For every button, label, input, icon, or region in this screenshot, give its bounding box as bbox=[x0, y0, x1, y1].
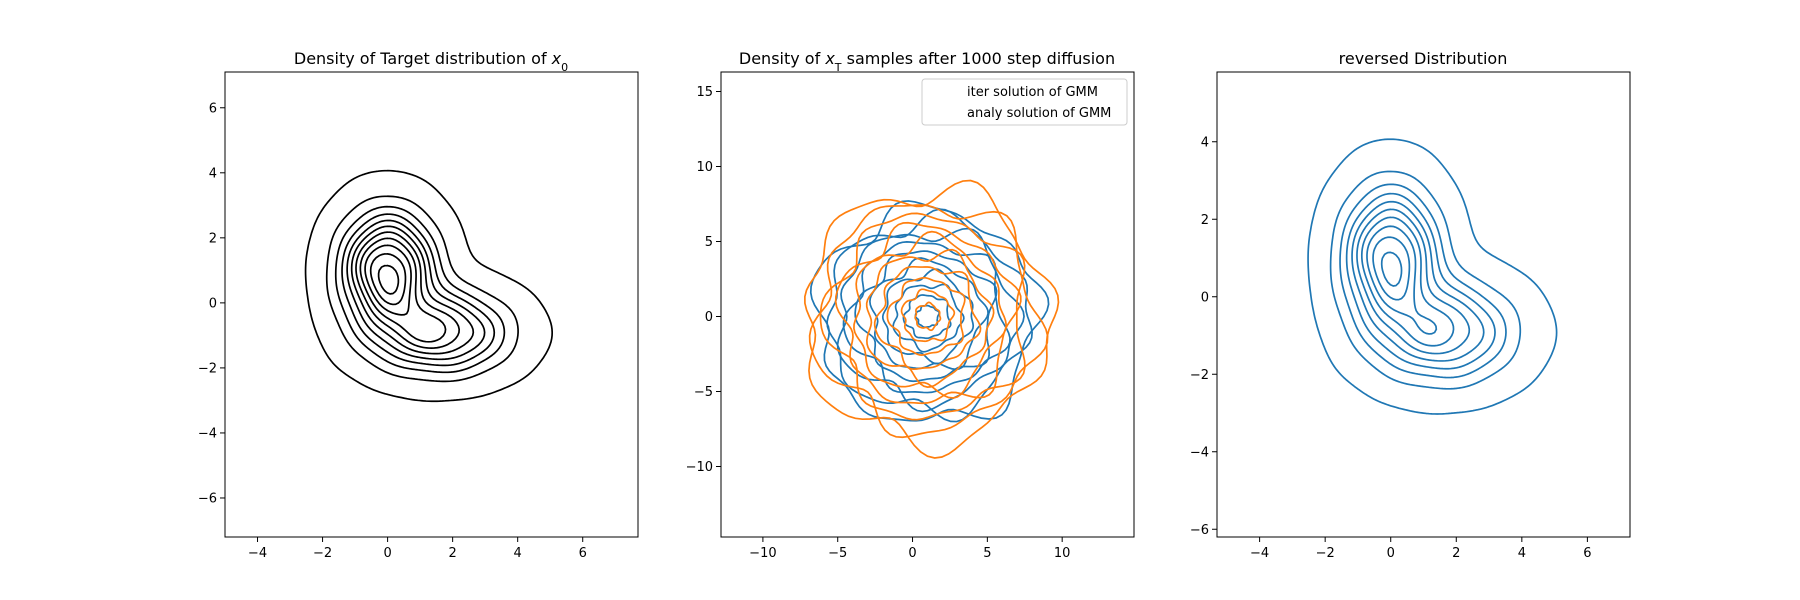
x-tick-label: 4 bbox=[1518, 546, 1526, 561]
contour-line bbox=[1372, 236, 1411, 301]
contour-line-iter bbox=[809, 200, 1050, 422]
x-tick-label: 5 bbox=[983, 546, 991, 561]
x-tick-label: 0 bbox=[908, 546, 916, 561]
x-tick-label: 0 bbox=[383, 546, 391, 561]
panel-1-contours bbox=[304, 169, 554, 403]
y-tick-label: 4 bbox=[1201, 135, 1209, 150]
contour-line-analy bbox=[808, 204, 1049, 439]
contour-line-analy bbox=[804, 179, 1060, 459]
x-tick-label: 2 bbox=[448, 546, 456, 561]
contour-line bbox=[1307, 138, 1558, 415]
contour-line bbox=[325, 195, 519, 383]
y-tick-label: 0 bbox=[1201, 290, 1209, 305]
contour-line bbox=[1356, 208, 1471, 355]
contour-line bbox=[359, 237, 447, 343]
y-tick-label: −6 bbox=[1190, 523, 1209, 538]
y-tick-label: 0 bbox=[705, 310, 713, 325]
contour-line bbox=[346, 219, 486, 361]
contour-line bbox=[369, 253, 407, 306]
panel-1-axes-frame bbox=[224, 71, 639, 538]
panel-2-axes-frame bbox=[720, 71, 1135, 538]
y-tick-label: −5 bbox=[694, 385, 713, 400]
contour-line-analy bbox=[914, 301, 942, 332]
contour-line bbox=[364, 244, 412, 316]
contour-line bbox=[1329, 170, 1522, 390]
y-tick-label: 0 bbox=[209, 296, 217, 311]
panel-1-title: Density of Target distribution of x0 bbox=[294, 49, 568, 74]
y-tick-label: 4 bbox=[209, 166, 217, 181]
contour-line bbox=[1339, 183, 1507, 379]
contour-line bbox=[304, 169, 554, 403]
contour-line-analy bbox=[886, 276, 966, 356]
panel-target-distribution: Density of Target distribution of x0 −4−… bbox=[198, 49, 639, 561]
x-tick-label: −2 bbox=[313, 546, 332, 561]
y-tick-label: −6 bbox=[198, 491, 217, 506]
legend: iter solution of GMM analy solution of G… bbox=[921, 78, 1128, 126]
panel-3-ticks: −4 −2 0 2 4 6 −6 −4 −2 0 2 4 bbox=[1190, 135, 1592, 561]
y-tick-label: −4 bbox=[1190, 445, 1209, 460]
panel-2-ticks: −10 −5 0 5 10 −10 −5 0 5 10 15 bbox=[686, 85, 1071, 561]
panel-diffusion-samples: Density of xT samples after 1000 step di… bbox=[686, 49, 1135, 561]
contour-line bbox=[350, 225, 475, 355]
y-tick-label: 15 bbox=[696, 85, 713, 100]
contour-line-analy bbox=[865, 248, 995, 388]
contour-line bbox=[355, 231, 461, 349]
y-tick-label: 2 bbox=[1201, 213, 1209, 228]
x-tick-label: −5 bbox=[828, 546, 847, 561]
legend-entry-analy: analy solution of GMM bbox=[967, 106, 1111, 121]
panel-2-title: Density of xT samples after 1000 step di… bbox=[739, 49, 1115, 74]
x-tick-label: 6 bbox=[1583, 546, 1591, 561]
y-tick-label: −2 bbox=[198, 361, 217, 376]
x-tick-label: −2 bbox=[1316, 546, 1335, 561]
legend-box bbox=[921, 78, 1128, 126]
legend-entry-iter: iter solution of GMM bbox=[967, 85, 1098, 100]
panel-reversed-distribution: reversed Distribution −4 −2 0 2 4 6 −6 −4 −2 0 2 4 bbox=[1190, 49, 1631, 561]
contour-line bbox=[334, 205, 506, 374]
y-tick-label: 10 bbox=[696, 160, 713, 175]
contour-line-iter bbox=[842, 241, 1011, 394]
contour-line-iter bbox=[881, 268, 975, 365]
panel-1-ticks: −4 −2 0 2 4 6 −6 −4 −2 0 2 4 6 bbox=[198, 101, 587, 561]
x-tick-label: −10 bbox=[749, 546, 776, 561]
contour-line-analy bbox=[834, 221, 1022, 405]
x-tick-label: 2 bbox=[1452, 546, 1460, 561]
contour-line-analy bbox=[853, 230, 1008, 399]
contour-line bbox=[1366, 225, 1438, 335]
panel-2-contours bbox=[804, 179, 1060, 459]
x-tick-label: 6 bbox=[579, 546, 587, 561]
contour-line bbox=[341, 213, 496, 367]
y-tick-label: −2 bbox=[1190, 368, 1209, 383]
contour-line bbox=[377, 264, 400, 295]
y-tick-label: 2 bbox=[209, 231, 217, 246]
x-tick-label: −4 bbox=[1250, 546, 1269, 561]
contour-line bbox=[1345, 192, 1496, 370]
contour-line bbox=[1380, 251, 1403, 287]
x-tick-label: 4 bbox=[514, 546, 522, 561]
panel-3-contours bbox=[1307, 138, 1558, 415]
contour-line-analy bbox=[873, 265, 982, 371]
x-tick-label: −4 bbox=[248, 546, 267, 561]
panel-3-title: reversed Distribution bbox=[1339, 49, 1508, 68]
contour-line-iter bbox=[836, 227, 1025, 413]
panel-3-axes-frame bbox=[1216, 71, 1631, 538]
y-tick-label: −10 bbox=[686, 460, 713, 475]
x-tick-label: 0 bbox=[1387, 546, 1395, 561]
y-tick-label: −4 bbox=[198, 426, 217, 441]
contour-line bbox=[1351, 200, 1485, 362]
contour-line bbox=[1360, 216, 1455, 347]
contour-line-analy bbox=[900, 288, 956, 343]
y-tick-label: 6 bbox=[209, 101, 217, 116]
y-tick-label: 5 bbox=[705, 235, 713, 250]
contour-line-analy bbox=[819, 212, 1026, 421]
x-tick-label: 10 bbox=[1054, 546, 1071, 561]
